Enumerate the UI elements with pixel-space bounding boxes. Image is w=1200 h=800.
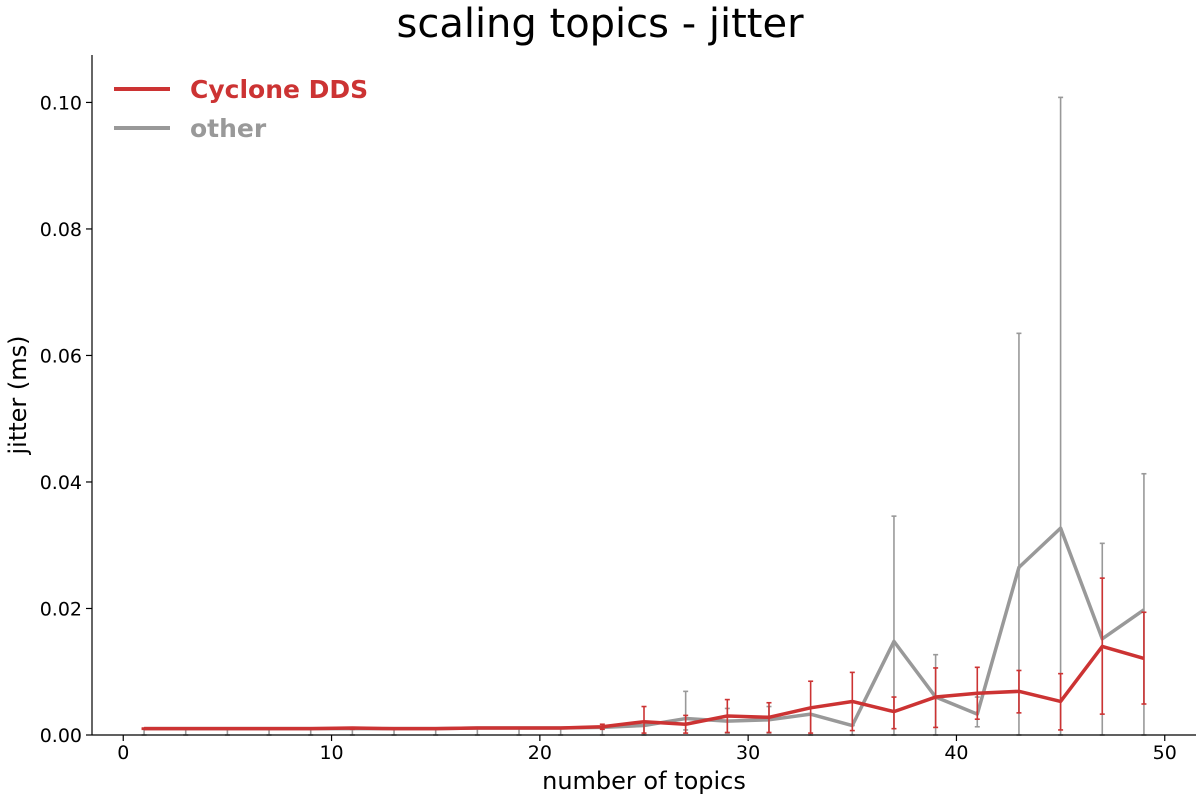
legend: Cyclone DDS other [114, 75, 368, 143]
x-tick-label: 20 [528, 742, 552, 764]
series-line [144, 644, 1145, 731]
series-cyclone-dds [141, 577, 1147, 734]
legend-label: other [190, 114, 267, 143]
x-axis-label: number of topics [542, 767, 746, 795]
y-tick-label: 0.10 [40, 92, 82, 114]
series-line [144, 526, 1145, 731]
x-tick-label: 0 [117, 742, 129, 764]
y-tick-label: 0.06 [40, 345, 82, 367]
x-tick-label: 30 [736, 742, 760, 764]
chart-title: scaling topics - jitter [396, 1, 804, 47]
x-tick-label: 50 [1153, 742, 1177, 764]
y-tick-label: 0.04 [40, 472, 82, 494]
series-other [141, 96, 1147, 736]
plot-area [141, 96, 1147, 736]
legend-label: Cyclone DDS [190, 75, 368, 104]
axis-ticks: 0 10 20 30 40 50 0.00 0.02 0.04 0.06 0.08 0.10 [40, 92, 1177, 764]
y-tick-label: 0.08 [40, 219, 82, 241]
x-tick-label: 40 [944, 742, 968, 764]
y-tick-label: 0.00 [40, 725, 82, 747]
y-axis-label: jitter (ms) [4, 335, 32, 455]
x-tick-label: 10 [319, 742, 343, 764]
y-tick-label: 0.02 [40, 598, 82, 620]
